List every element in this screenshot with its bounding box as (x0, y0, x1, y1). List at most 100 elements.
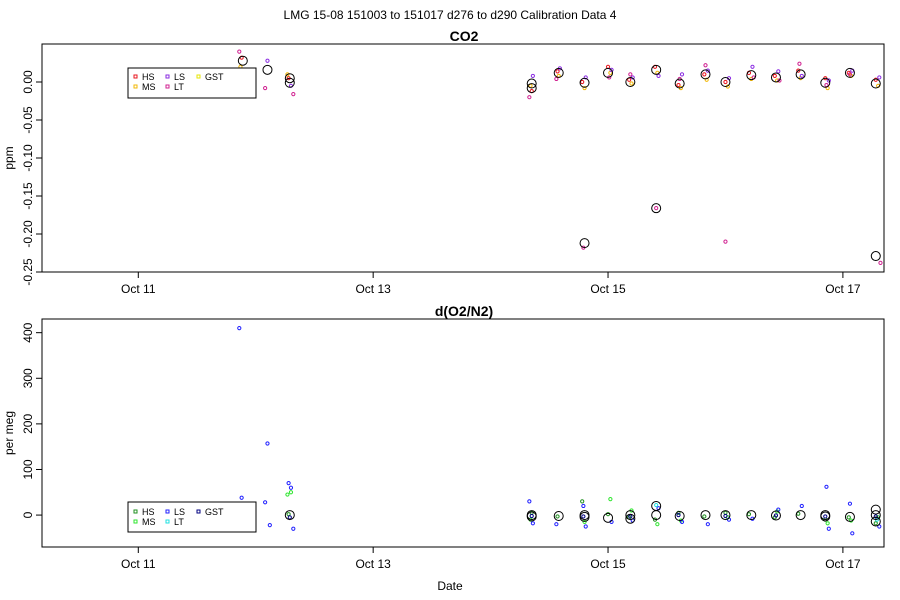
o2n2-xlabel: Date (437, 579, 463, 593)
co2-point-ls (826, 78, 831, 83)
co2-legend-marker-ls (165, 74, 170, 79)
o2n2-point-ls (267, 523, 272, 528)
co2-legend-box (127, 67, 257, 99)
co2-legend-marker-hs (133, 74, 138, 79)
o2n2-point-gst (676, 512, 681, 518)
o2n2-mean-circle (625, 510, 636, 521)
co2-mean-circle (579, 238, 590, 249)
o2n2-point-gst (873, 514, 878, 519)
co2-point-lt (824, 82, 829, 88)
o2n2-point-lt (654, 502, 659, 508)
co2-mean-circle (720, 77, 731, 87)
co2-point-ms (704, 77, 709, 82)
co2-point-ls (750, 64, 755, 69)
co2-mean-circle (651, 64, 662, 75)
co2-legend-label-lt: LT (174, 82, 184, 92)
o2n2-legend-marker-gst (196, 509, 201, 514)
co2-point-ls (265, 58, 270, 63)
o2n2-ytick-label: 0 (21, 511, 35, 518)
o2n2-mean-circle (795, 510, 806, 521)
o2n2-point-ms (582, 519, 587, 525)
o2n2-point-ms (288, 490, 294, 495)
co2-mean-circle (770, 72, 781, 83)
co2-point-ls (656, 73, 661, 79)
o2n2-mean-circle (603, 512, 614, 523)
co2-mean-circle (237, 55, 248, 66)
o2n2-ytick-label: 400 (21, 322, 35, 342)
o2n2-legend-label-lt: LT (174, 517, 184, 527)
o2n2-legend-marker-lt (165, 519, 170, 524)
o2n2-point-hs (873, 521, 878, 526)
o2n2-point-ls (583, 524, 588, 529)
o2n2-point-ls (527, 499, 532, 504)
o2n2-mean-circle (870, 504, 881, 515)
o2n2-mean-circles (237, 500, 881, 527)
co2-mean-circle (284, 77, 295, 88)
o2n2-ytick-label: 100 (21, 459, 35, 479)
o2n2-mean-circle (844, 511, 855, 522)
o2n2-point-ls (554, 522, 559, 527)
o2n2-point-gst (529, 513, 534, 519)
co2-legend: HS MS LS LT GST (127, 67, 257, 99)
co2-point-ms (582, 85, 587, 91)
co2-xtick-label: Oct 15 (590, 282, 626, 296)
o2n2-legend-label-ms: MS (142, 517, 156, 527)
co2-mean-circle (674, 78, 685, 89)
co2-mean-circle (553, 67, 564, 78)
o2n2-legend-marker-ls (165, 509, 170, 514)
o2n2-legend-label-ls: LS (174, 507, 185, 517)
co2-mean-circle (820, 77, 831, 88)
o2n2-xtick-label: Oct 13 (355, 557, 391, 571)
co2-point-lt (847, 72, 853, 77)
o2n2-data-points (237, 326, 882, 536)
co2-legend-label-gst: GST (205, 72, 224, 82)
co2-point-lt (723, 239, 728, 244)
o2n2-point-ls (850, 531, 855, 536)
o2n2-mean-circle (674, 510, 685, 521)
co2-mean-circle (651, 203, 662, 214)
co2-ylabel: ppm (2, 146, 16, 169)
o2n2-point-ls (239, 495, 244, 500)
co2-xtick-label: Oct 17 (825, 282, 861, 296)
co2-point-hs (676, 82, 681, 88)
o2n2-point-ls (237, 326, 242, 331)
o2n2-point-ls (705, 522, 710, 527)
o2n2-point-ms (655, 522, 660, 527)
o2n2-xtick-label: Oct 11 (121, 557, 156, 571)
o2n2-point-gst (773, 513, 779, 518)
o2n2-mean-circle (553, 510, 564, 521)
co2-point-lt (527, 95, 532, 100)
co2-point-lt (237, 49, 242, 54)
co2-mean-circle (579, 77, 590, 88)
o2n2-point-ls (581, 503, 586, 509)
co2-mean-circle (844, 67, 855, 78)
o2n2-plot-frame (41, 318, 885, 548)
co2-xtick-label: Oct 11 (121, 282, 156, 296)
co2-mean-circle (795, 69, 806, 80)
co2-point-hs (580, 79, 585, 85)
figure-suptitle: LMG 15-08 151003 to 151017 d276 to d290 … (284, 8, 617, 22)
o2n2-mean-circle (820, 511, 831, 522)
co2-point-lt (654, 206, 659, 211)
o2n2-point-hs (605, 512, 611, 517)
co2-point-ls (609, 67, 614, 72)
co2-mean-circle (625, 77, 636, 87)
o2n2-mean-circle (579, 511, 590, 522)
co2-mean-circles (237, 55, 881, 262)
o2n2-point-hs (580, 499, 585, 504)
co2-point-hs (796, 68, 801, 73)
o2n2-mean-circle (625, 513, 636, 524)
o2n2-point-ms (825, 521, 830, 526)
co2-point-hs (627, 77, 632, 82)
co2-point-ls (776, 69, 781, 74)
o2n2-mean-circle (770, 510, 781, 521)
o2n2-mean-circle (746, 510, 757, 521)
o2n2-point-ls (263, 500, 268, 505)
co2-point-ms (528, 83, 533, 88)
co2-ytick-label: -0.10 (21, 144, 35, 172)
o2n2-legend-label-hs: HS (142, 507, 155, 517)
co2-legend-marker-lt (165, 84, 170, 89)
co2-mean-circle (284, 73, 295, 84)
o2n2-point-gst (581, 514, 586, 519)
o2n2-point-ls (824, 484, 829, 489)
